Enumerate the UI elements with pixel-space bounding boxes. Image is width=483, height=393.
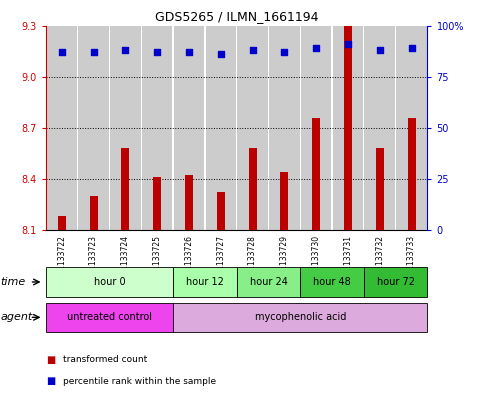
Bar — [217, 193, 225, 230]
Bar — [153, 177, 161, 230]
Text: transformed count: transformed count — [63, 355, 147, 364]
Point — [376, 47, 384, 53]
Bar — [269, 26, 299, 230]
Point — [313, 45, 320, 51]
Bar — [301, 26, 331, 230]
Bar — [237, 26, 268, 230]
Text: mycophenolic acid: mycophenolic acid — [255, 312, 346, 322]
Bar — [365, 26, 395, 230]
Bar — [333, 26, 363, 230]
Text: time: time — [0, 277, 26, 287]
Bar — [58, 216, 66, 230]
Point — [344, 41, 352, 47]
Bar — [408, 118, 415, 230]
Point — [58, 49, 66, 55]
Point — [185, 49, 193, 55]
Text: ■: ■ — [46, 354, 55, 365]
Text: agent: agent — [0, 312, 33, 322]
Bar — [46, 26, 77, 230]
Text: percentile rank within the sample: percentile rank within the sample — [63, 377, 216, 386]
Point — [408, 45, 415, 51]
Text: ■: ■ — [46, 376, 55, 386]
Bar — [312, 118, 320, 230]
Bar — [121, 148, 129, 230]
Point — [217, 51, 225, 57]
Point — [281, 49, 288, 55]
Bar — [281, 172, 288, 230]
Point — [153, 49, 161, 55]
Bar — [344, 26, 352, 230]
Bar — [249, 148, 256, 230]
Bar — [142, 26, 172, 230]
Bar — [110, 26, 141, 230]
Point — [122, 47, 129, 53]
Bar — [205, 26, 236, 230]
Title: GDS5265 / ILMN_1661194: GDS5265 / ILMN_1661194 — [155, 10, 318, 23]
Bar — [90, 196, 98, 230]
Bar — [396, 26, 427, 230]
Bar — [376, 148, 384, 230]
Text: hour 72: hour 72 — [377, 277, 415, 287]
Bar — [78, 26, 109, 230]
Point — [249, 47, 256, 53]
Bar — [185, 175, 193, 230]
Text: hour 12: hour 12 — [186, 277, 224, 287]
Text: hour 24: hour 24 — [250, 277, 287, 287]
Point — [90, 49, 98, 55]
Text: untreated control: untreated control — [67, 312, 152, 322]
Text: hour 0: hour 0 — [94, 277, 125, 287]
Text: hour 48: hour 48 — [313, 277, 351, 287]
Bar — [174, 26, 204, 230]
